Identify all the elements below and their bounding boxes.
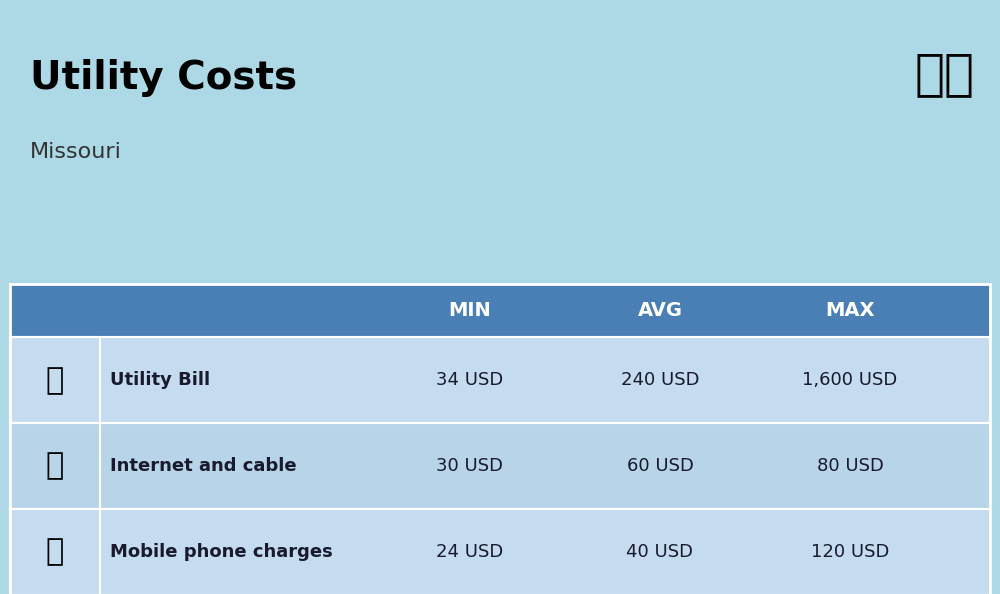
Text: AVG: AVG bbox=[637, 301, 682, 320]
Text: MAX: MAX bbox=[825, 301, 875, 320]
FancyBboxPatch shape bbox=[10, 509, 100, 594]
FancyBboxPatch shape bbox=[10, 423, 990, 509]
Text: 📶: 📶 bbox=[46, 451, 64, 481]
FancyBboxPatch shape bbox=[10, 284, 990, 337]
Text: 1,600 USD: 1,600 USD bbox=[802, 371, 898, 389]
Text: 🔌: 🔌 bbox=[46, 366, 64, 394]
Text: Missouri: Missouri bbox=[30, 142, 122, 162]
Text: 📱: 📱 bbox=[46, 537, 64, 566]
Text: 24 USD: 24 USD bbox=[436, 543, 504, 561]
FancyBboxPatch shape bbox=[10, 337, 990, 423]
Text: Utility Costs: Utility Costs bbox=[30, 59, 297, 97]
FancyBboxPatch shape bbox=[10, 337, 100, 423]
Text: 🇺🇸: 🇺🇸 bbox=[915, 50, 975, 98]
Text: Mobile phone charges: Mobile phone charges bbox=[110, 543, 333, 561]
Text: 30 USD: 30 USD bbox=[436, 457, 504, 475]
Text: 240 USD: 240 USD bbox=[621, 371, 699, 389]
Text: MIN: MIN bbox=[449, 301, 491, 320]
FancyBboxPatch shape bbox=[10, 509, 990, 594]
FancyBboxPatch shape bbox=[10, 423, 100, 509]
Text: 40 USD: 40 USD bbox=[626, 543, 693, 561]
Text: 80 USD: 80 USD bbox=[817, 457, 883, 475]
Text: Internet and cable: Internet and cable bbox=[110, 457, 297, 475]
Text: Utility Bill: Utility Bill bbox=[110, 371, 210, 389]
Text: 60 USD: 60 USD bbox=[627, 457, 693, 475]
Text: 120 USD: 120 USD bbox=[811, 543, 889, 561]
Text: 34 USD: 34 USD bbox=[436, 371, 504, 389]
